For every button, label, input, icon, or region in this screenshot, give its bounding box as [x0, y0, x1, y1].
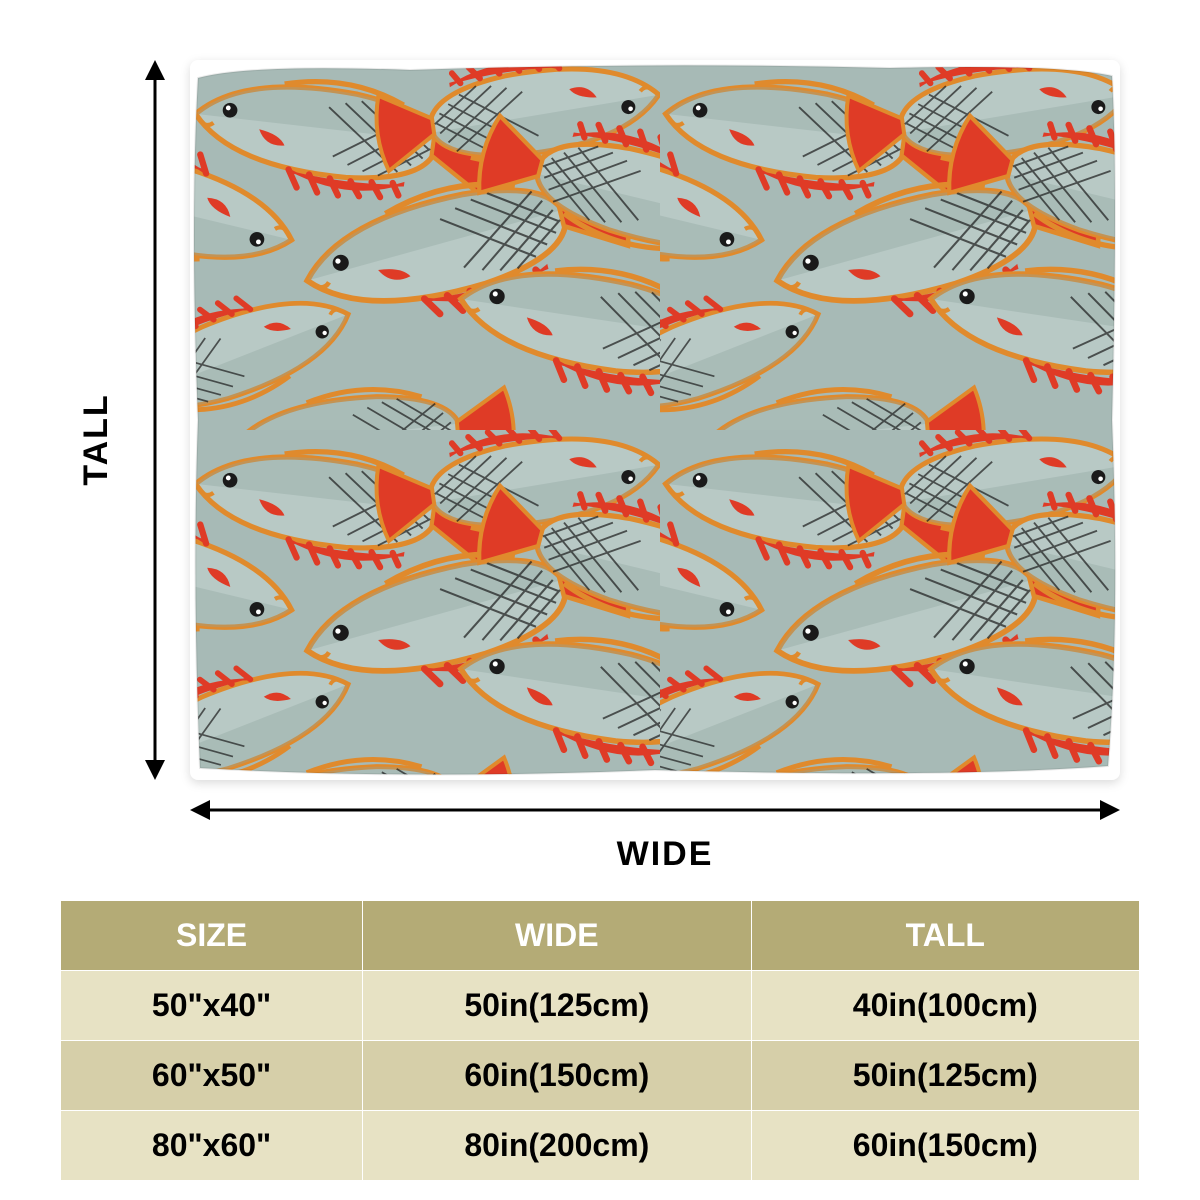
blanket-product-image	[190, 60, 1120, 780]
table-cell: 80"x60"	[61, 1111, 363, 1181]
wide-label: WIDE	[60, 835, 1140, 874]
table-cell: 50in(125cm)	[751, 1041, 1139, 1111]
table-cell: 60"x50"	[61, 1041, 363, 1111]
table-header-cell: WIDE	[363, 901, 751, 971]
table-header-row: SIZEWIDETALL	[61, 901, 1140, 971]
table-header-cell: SIZE	[61, 901, 363, 971]
table-cell: 50in(125cm)	[363, 971, 751, 1041]
product-diagram: TALL	[60, 40, 1140, 850]
table-row: 80"x60"80in(200cm)60in(150cm)	[61, 1111, 1140, 1181]
tall-label: TALL	[77, 393, 116, 485]
table-row: 50"x40"50in(125cm)40in(100cm)	[61, 971, 1140, 1041]
table-cell: 80in(200cm)	[363, 1111, 751, 1181]
size-chart-table: SIZEWIDETALL 50"x40"50in(125cm)40in(100c…	[60, 900, 1140, 1181]
table-cell: 50"x40"	[61, 971, 363, 1041]
table-header-cell: TALL	[751, 901, 1139, 971]
table-row: 60"x50"60in(150cm)50in(125cm)	[61, 1041, 1140, 1111]
table-cell: 40in(100cm)	[751, 971, 1139, 1041]
table-cell: 60in(150cm)	[363, 1041, 751, 1111]
table-cell: 60in(150cm)	[751, 1111, 1139, 1181]
wide-dimension-arrow	[190, 795, 1120, 825]
tall-dimension-arrow	[140, 60, 170, 780]
table-body: 50"x40"50in(125cm)40in(100cm)60"x50"60in…	[61, 971, 1140, 1181]
